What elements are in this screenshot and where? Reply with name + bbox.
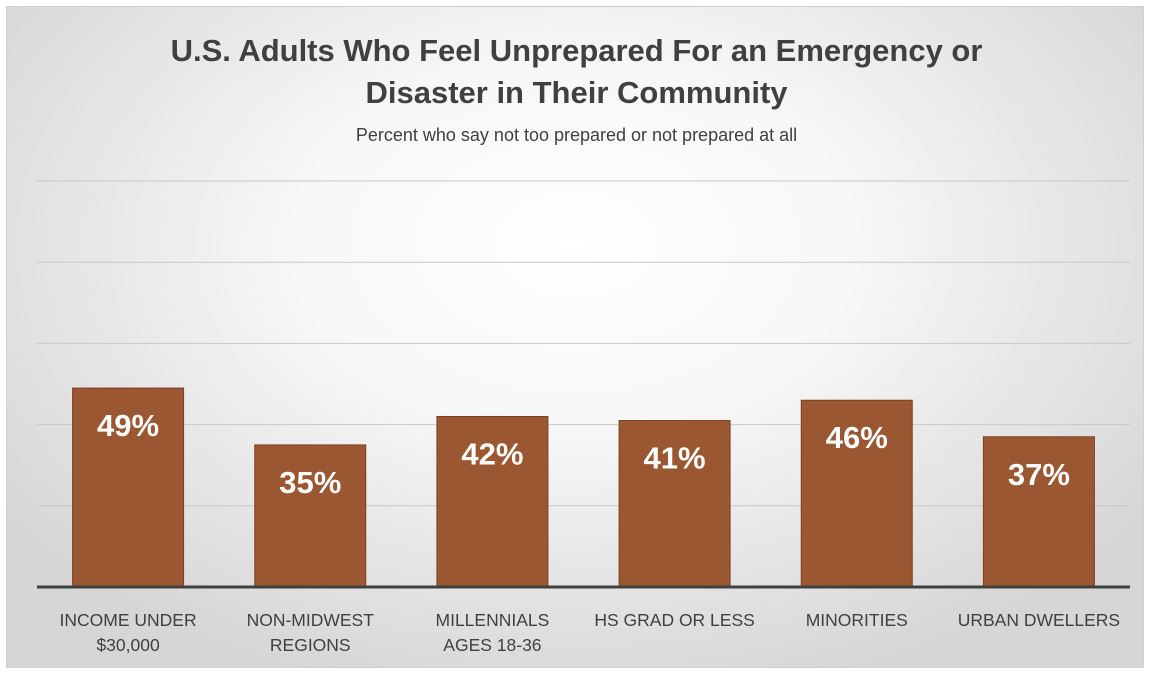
data-labels: 49% 35% 42% 41% 46% 37% xyxy=(97,408,1070,500)
x-tick-label-line: REGIONS xyxy=(269,635,351,655)
chart-title-line-2: Disaster in Their Community xyxy=(365,75,788,110)
bar xyxy=(254,444,367,588)
x-tick-label-line: NON-MIDWEST xyxy=(246,610,374,630)
data-label: 41% xyxy=(644,441,706,476)
data-label: 49% xyxy=(97,408,159,443)
chart-area xyxy=(6,6,1144,668)
bar xyxy=(436,415,549,588)
x-tick-label-line: INCOME UNDER xyxy=(59,610,197,630)
x-tick-label: NON-MIDWEST REGIONS xyxy=(228,608,393,658)
bars xyxy=(72,387,1095,588)
chart-subtitle: Percent who say not too prepared or not … xyxy=(355,125,798,145)
bar xyxy=(72,387,185,588)
x-tick-label-line: HS GRAD OR LESS xyxy=(594,610,755,630)
chart-title-line-1: U.S. Adults Who Feel Unprepared For an E… xyxy=(170,33,983,68)
bar xyxy=(618,420,731,588)
data-label: 35% xyxy=(279,465,341,500)
x-tick-label: MINORITIES xyxy=(774,608,939,633)
data-label: 37% xyxy=(1008,457,1070,492)
bar xyxy=(982,436,1095,588)
data-label: 42% xyxy=(461,436,523,471)
x-tick-label: INCOME UNDER $30,000 xyxy=(46,608,211,658)
x-tick-label-line: URBAN DWELLERS xyxy=(957,610,1121,630)
x-tick-label: URBAN DWELLERS xyxy=(956,608,1121,633)
gridlines xyxy=(37,180,1130,507)
bar xyxy=(800,399,913,588)
x-tick-label-line: AGES 18-36 xyxy=(443,635,542,655)
x-tick-label-line: $30,000 xyxy=(96,635,160,655)
x-tick-label: HS GRAD OR LESS xyxy=(592,608,757,633)
x-tick-label-line: MINORITIES xyxy=(805,610,908,630)
data-label: 46% xyxy=(826,420,888,455)
chart-title: U.S. Adults Who Feel Unprepared For an E… xyxy=(0,30,1153,114)
x-tick-label: MILLENNIALS AGES 18-36 xyxy=(410,608,575,658)
x-tick-label-line: MILLENNIALS xyxy=(435,610,550,630)
